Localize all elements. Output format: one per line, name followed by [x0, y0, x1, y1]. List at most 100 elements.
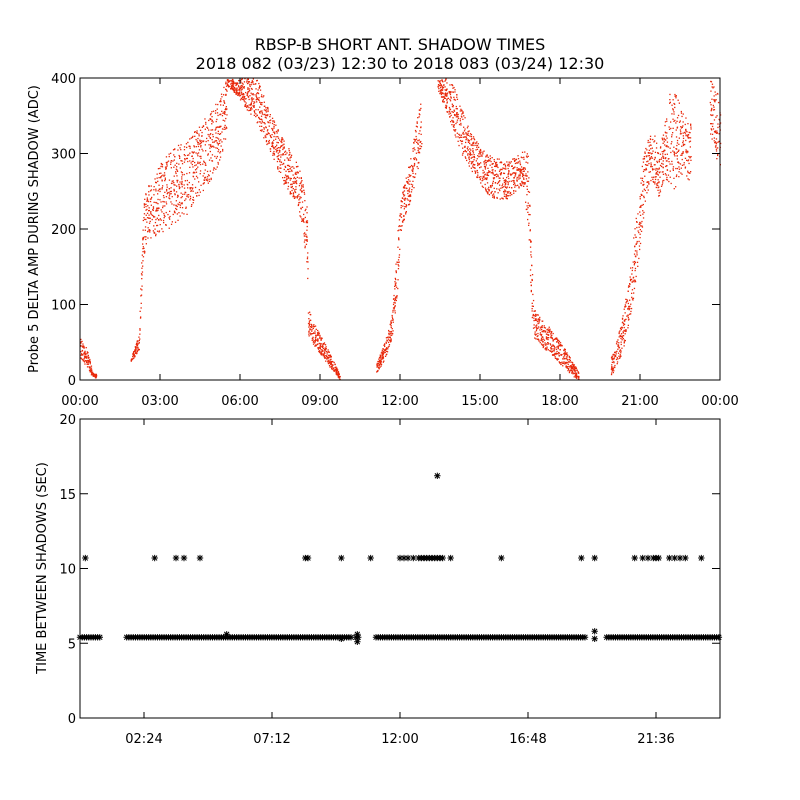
amplitude-point: [196, 195, 198, 197]
amplitude-point: [499, 177, 501, 179]
amplitude-point: [539, 327, 542, 329]
amplitude-point: [201, 140, 203, 142]
amplitude-point: [143, 250, 146, 252]
amplitude-point: [521, 168, 523, 171]
amplitude-point: [514, 186, 516, 188]
amplitude-point: [234, 88, 237, 90]
amplitude-point: [542, 336, 544, 338]
amplitude-point: [505, 182, 507, 184]
amplitude-point: [172, 180, 174, 182]
amplitude-point: [506, 191, 508, 193]
amplitude-point: [644, 152, 646, 154]
amplitude-point: [82, 360, 84, 362]
amplitude-point: [449, 92, 451, 94]
interval-point: [172, 554, 180, 562]
amplitude-point: [265, 126, 267, 128]
amplitude-point: [334, 366, 336, 369]
amplitude-point: [160, 163, 163, 165]
amplitude-point: [321, 353, 323, 355]
amplitude-point: [545, 333, 548, 335]
amplitude-point: [657, 184, 659, 187]
amplitude-point: [470, 167, 472, 169]
amplitude-point: [392, 298, 395, 300]
amplitude-point: [656, 173, 658, 175]
amplitude-point: [251, 97, 253, 99]
amplitude-point: [263, 122, 266, 124]
amplitude-point: [480, 166, 482, 168]
amplitude-point: [269, 148, 272, 150]
amplitude-point: [639, 248, 641, 251]
amplitude-point: [157, 219, 160, 221]
amplitude-point: [527, 211, 529, 213]
amplitude-point: [80, 357, 82, 359]
amplitude-point: [676, 126, 679, 128]
amplitude-point: [633, 292, 635, 294]
amplitude-point: [713, 119, 716, 121]
amplitude-point: [166, 193, 168, 195]
amplitude-point: [232, 82, 234, 84]
amplitude-point: [327, 359, 329, 361]
amplitude-point: [272, 145, 274, 148]
amplitude-point: [150, 204, 152, 206]
amplitude-point: [277, 129, 279, 131]
amplitude-point: [546, 338, 548, 340]
amplitude-point: [216, 118, 218, 121]
amplitude-point: [462, 147, 464, 149]
amplitude-point: [176, 196, 179, 198]
amplitude-point: [185, 207, 187, 209]
amplitude-point: [513, 158, 515, 160]
amplitude-point: [388, 331, 390, 333]
amplitude-point: [233, 90, 235, 92]
amplitude-point: [200, 184, 202, 186]
amplitude-point: [651, 168, 654, 170]
amplitude-point: [140, 273, 143, 275]
amplitude-point: [520, 170, 522, 172]
amplitude-point: [443, 97, 446, 99]
amplitude-point: [240, 89, 243, 91]
amplitude-point: [192, 151, 194, 154]
amplitude-point: [575, 368, 578, 370]
amplitude-point: [394, 285, 396, 287]
amplitude-point: [620, 350, 622, 352]
amplitude-point: [467, 130, 469, 133]
amplitude-point: [623, 323, 626, 325]
amplitude-point: [223, 86, 225, 89]
amplitude-point: [385, 348, 387, 350]
amplitude-point: [392, 307, 395, 309]
amplitude-point: [298, 199, 300, 201]
amplitude-point: [224, 138, 227, 140]
bottom-y-tick-label: 5: [68, 637, 76, 652]
amplitude-point: [636, 261, 639, 263]
amplitude-point: [395, 286, 398, 288]
amplitude-point: [452, 104, 454, 107]
amplitude-point: [146, 212, 149, 214]
amplitude-point: [166, 188, 168, 191]
amplitude-point: [714, 146, 717, 148]
bottom-plot-frame: [79, 418, 721, 719]
amplitude-point: [455, 116, 457, 118]
amplitude-point: [526, 175, 528, 177]
amplitude-point: [252, 81, 254, 83]
amplitude-point: [295, 181, 297, 183]
amplitude-point: [90, 367, 93, 369]
amplitude-point: [624, 306, 626, 308]
amplitude-point: [400, 200, 402, 203]
amplitude-point: [383, 344, 385, 346]
amplitude-point: [319, 351, 321, 353]
amplitude-point: [390, 325, 392, 327]
amplitude-point: [571, 371, 573, 374]
amplitude-point: [329, 356, 331, 358]
amplitude-point: [155, 190, 157, 192]
amplitude-point: [309, 323, 311, 326]
amplitude-point: [306, 240, 308, 242]
amplitude-point: [507, 192, 509, 194]
amplitude-point: [378, 367, 380, 369]
amplitude-point: [445, 78, 447, 80]
amplitude-point: [456, 96, 458, 98]
amplitude-point: [453, 86, 455, 89]
amplitude-point: [473, 154, 475, 156]
amplitude-point: [491, 190, 493, 193]
amplitude-point: [534, 337, 536, 339]
amplitude-point: [678, 143, 680, 145]
amplitude-point: [210, 146, 213, 148]
